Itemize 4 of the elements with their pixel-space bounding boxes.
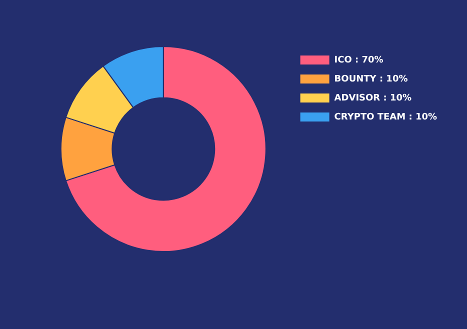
legend-label: CRYPTO TEAM : 10% — [334, 112, 438, 122]
legend-label: ADVISOR : 10% — [334, 93, 412, 104]
legend-label: BOUNTY : 10% — [334, 74, 408, 84]
legend-label: ICO : 70% — [334, 55, 384, 66]
